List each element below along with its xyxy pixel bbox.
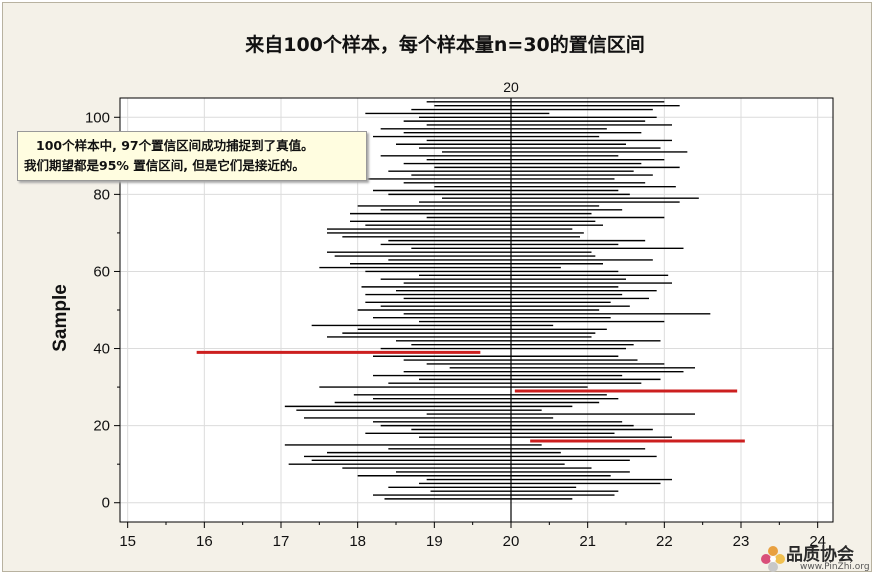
x-tick-label: 24 xyxy=(809,533,826,550)
y-tick-label: 60 xyxy=(93,263,110,280)
annotation-box: 100个样本中, 97个置信区间成功捕捉到了真值。 我们期望都是95% 置信区间… xyxy=(17,131,367,181)
x-tick-label: 20 xyxy=(503,533,520,550)
x-tick-label: 15 xyxy=(119,533,136,550)
x-tick-label: 21 xyxy=(579,533,596,550)
watermark-url: www.PinZhi.org xyxy=(800,562,870,572)
x-tick-label: 16 xyxy=(196,533,213,550)
y-axis-label: Sample xyxy=(50,284,71,352)
flower-icon xyxy=(761,546,785,572)
watermark-brand: 品质协会 xyxy=(786,545,854,565)
reference-line-label: 20 xyxy=(503,79,519,95)
chart-title: 来自100个样本，每个样本量n=30的置信区间 xyxy=(245,34,645,56)
y-tick-label: 20 xyxy=(93,418,110,435)
x-tick-label: 23 xyxy=(733,533,750,550)
x-tick-label: 19 xyxy=(426,533,443,550)
x-tick-label: 22 xyxy=(656,533,673,550)
y-tick-label: 40 xyxy=(93,341,110,358)
y-tick-label: 100 xyxy=(85,109,110,126)
annotation-line-1: 100个样本中, 97个置信区间成功捕捉到了真值。 xyxy=(36,138,314,153)
annotation-line-2: 我们期望都是95% 置信区间, 但是它们是接近的。 xyxy=(24,158,305,173)
y-tick-label: 80 xyxy=(93,186,110,203)
y-tick-label: 0 xyxy=(102,495,110,512)
watermark-logo: 品质协会 www.PinZhi.org xyxy=(760,540,885,578)
x-tick-label: 17 xyxy=(273,533,290,550)
x-tick-label: 18 xyxy=(349,533,366,550)
